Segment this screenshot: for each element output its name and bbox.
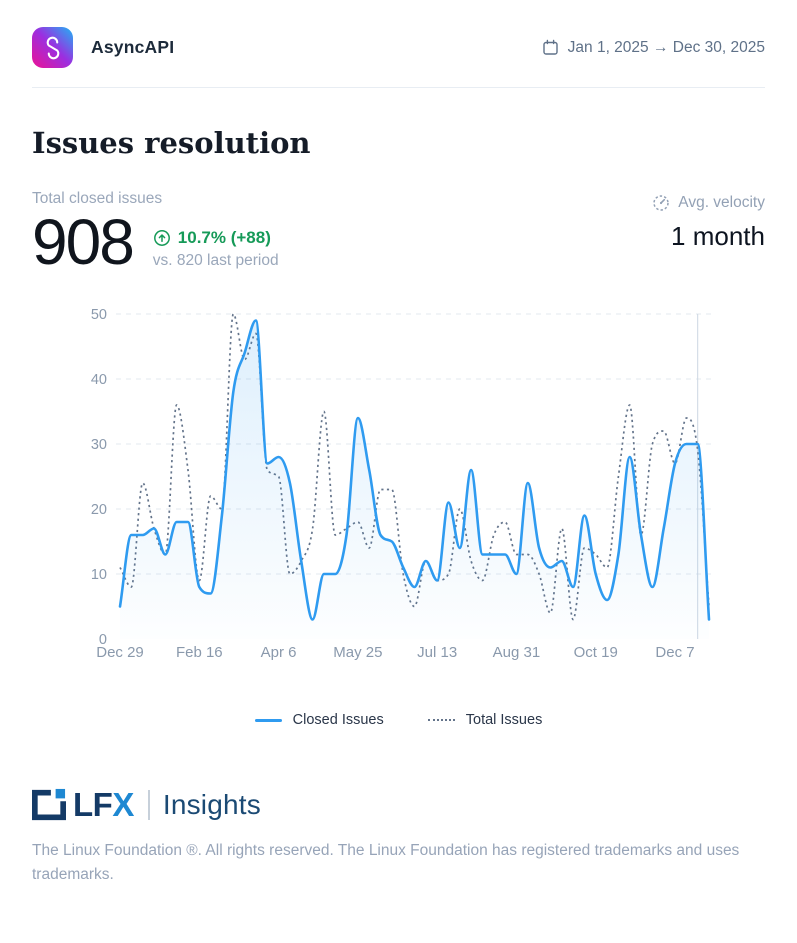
svg-text:0: 0	[99, 632, 107, 648]
report-card: AsyncAPI Jan 1, 2025 → Dec 30, 2025 Issu…	[32, 0, 765, 887]
velocity-value: 1 month	[671, 221, 765, 251]
copyright-text: The Linux Foundation ®. All rights reser…	[32, 842, 740, 884]
legend-label-total: Total Issues	[465, 712, 543, 729]
asyncapi-s-glyph	[46, 36, 59, 59]
metric-label: Total closed issues	[32, 190, 163, 207]
metric-value: 908	[32, 206, 135, 278]
lfx-logo: LFX Insights	[32, 786, 765, 824]
solid-line-swatch-icon	[254, 718, 282, 722]
insights-wordmark: Insights	[162, 789, 261, 821]
chart-container: 0 10 20 30 40 50 Dec 29 Feb 16 Apr 6 May 25 Jul 13…	[80, 308, 765, 662]
logo-divider	[147, 790, 150, 821]
issues-chart: 0 10 20 30 40 50 Dec 29 Feb 16 Apr 6 May 25 Jul 13…	[91, 308, 714, 661]
svg-text:Dec 29: Dec 29	[96, 644, 144, 661]
legend-item-closed-issues[interactable]: Closed Issues	[254, 712, 384, 729]
lfx-lf-text: LF	[73, 786, 113, 824]
page-title: Issues resolution	[32, 126, 311, 160]
svg-text:Oct 19: Oct 19	[574, 644, 618, 661]
footer: LFX Insights The Linux Foundation ®. All…	[32, 786, 765, 887]
svg-text:Apr 6: Apr 6	[261, 644, 297, 661]
svg-text:Jul 13: Jul 13	[417, 644, 457, 661]
calendar-icon	[542, 39, 558, 55]
lfx-box-icon	[32, 789, 66, 821]
lfx-wordmark: LFX	[73, 786, 134, 824]
arrow-up-circle-icon	[153, 230, 170, 247]
svg-text:30: 30	[91, 437, 107, 453]
svg-text:Aug 31: Aug 31	[493, 644, 541, 661]
lfx-x-text: X	[112, 786, 134, 824]
date-range-text: Jan 1, 2025 → Dec 30, 2025	[567, 38, 765, 56]
velocity-stat: Avg. velocity 1 month	[652, 194, 765, 252]
gauge-icon	[653, 195, 670, 211]
dotted-line-swatch-icon	[427, 719, 455, 722]
legend-item-total-issues[interactable]: Total Issues	[427, 712, 543, 729]
header: AsyncAPI Jan 1, 2025 → Dec 30, 2025	[32, 0, 765, 88]
change-badge: 10.7% (+88) vs. 820 last period	[153, 228, 279, 275]
svg-text:Dec 7: Dec 7	[655, 644, 694, 661]
asyncapi-logo-icon	[32, 27, 73, 68]
app-name: AsyncAPI	[91, 37, 175, 57]
svg-text:50: 50	[91, 308, 107, 323]
svg-text:10: 10	[91, 567, 107, 583]
stats-row: Total closed issues 908 10.7% (+88) vs. …	[32, 190, 765, 275]
svg-text:20: 20	[91, 502, 107, 518]
chart-legend: Closed Issues Total Issues	[32, 712, 765, 728]
velocity-label: Avg. velocity	[678, 194, 765, 211]
comparison-text: vs. 820 last period	[152, 252, 279, 270]
brand: AsyncAPI	[32, 27, 174, 68]
svg-text:Feb 16: Feb 16	[176, 644, 223, 661]
change-value: 10.7% (+88)	[177, 228, 271, 248]
date-range-picker[interactable]: Jan 1, 2025 → Dec 30, 2025	[542, 39, 765, 57]
legend-label-closed: Closed Issues	[292, 712, 384, 729]
svg-text:40: 40	[91, 372, 107, 388]
closed-issues-stat: Total closed issues 908 10.7% (+88) vs. …	[32, 190, 279, 275]
svg-text:May 25: May 25	[333, 644, 382, 661]
